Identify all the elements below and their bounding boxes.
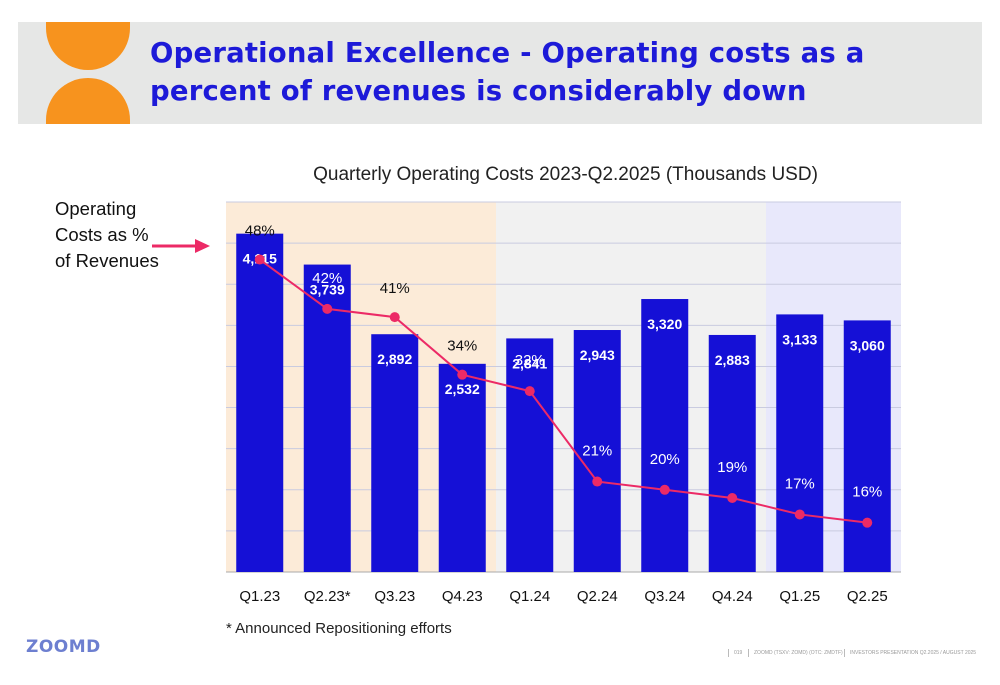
x-tick-label: Q3.23 xyxy=(374,588,415,605)
footnote: * Announced Repositioning efforts xyxy=(226,620,452,637)
percent-label: 17% xyxy=(785,475,815,492)
brand-wordmark: ZOOMD xyxy=(26,637,101,657)
percent-point xyxy=(457,369,468,380)
bar-value-label: 3,739 xyxy=(310,282,345,298)
percent-point xyxy=(727,493,738,503)
percent-label: 19% xyxy=(717,459,747,476)
percent-point xyxy=(389,312,400,323)
page-title: Operational Excellence - Operating costs… xyxy=(150,37,865,107)
bar xyxy=(303,264,351,572)
header-banner xyxy=(18,22,982,124)
percent-label: 16% xyxy=(852,484,882,501)
bar xyxy=(641,299,689,572)
percent-point xyxy=(592,476,603,487)
percent-label: 34% xyxy=(447,338,477,355)
bar xyxy=(506,338,554,572)
x-tick-label: Q3.24 xyxy=(644,588,685,605)
percent-label: 48% xyxy=(245,223,275,240)
footer-ticker: ZOOMD (TSXV: ZOMD) (OTC: ZMDTF) xyxy=(754,650,843,656)
bar xyxy=(776,314,824,572)
bar xyxy=(438,363,486,572)
chart-title: Quarterly Operating Costs 2023-Q2.2025 (… xyxy=(313,164,818,185)
arrow-head xyxy=(195,239,210,253)
x-tick-label: Q2.25 xyxy=(847,588,888,605)
percent-line xyxy=(259,258,868,524)
x-tick-label: Q4.23 xyxy=(442,588,483,605)
percent-point xyxy=(254,254,265,265)
percent-label: 41% xyxy=(380,280,410,297)
x-tick-label: Q1.23 xyxy=(239,588,280,605)
logo-bottom-half xyxy=(46,78,130,124)
percent-point xyxy=(794,509,805,520)
x-tick-label: Q4.24 xyxy=(712,588,753,605)
percent-label: 32% xyxy=(515,352,545,369)
x-tick-label: Q2.24 xyxy=(577,588,618,605)
logo-top-half xyxy=(46,22,130,70)
percent-point xyxy=(862,517,873,528)
footer-separator xyxy=(728,649,729,657)
x-tick-label: Q1.25 xyxy=(779,588,820,605)
bar-value-label: 2,943 xyxy=(580,347,615,363)
bar xyxy=(371,334,419,572)
bar xyxy=(843,320,891,572)
footer-presentation: INVESTORS PRESENTATION Q2.2025 / AUGUST … xyxy=(850,650,977,656)
bar-value-label: 2,532 xyxy=(445,381,480,397)
percent-point xyxy=(322,303,333,314)
x-tick-label: Q1.24 xyxy=(509,588,550,605)
bar xyxy=(573,330,621,572)
percent-label: 21% xyxy=(582,443,612,460)
bar-value-label: 2,892 xyxy=(377,351,412,367)
bar-value-label: 3,320 xyxy=(647,316,682,332)
bar-value-label: 2,841 xyxy=(512,355,547,371)
footer-page-number: 019 xyxy=(734,650,743,656)
x-tick-label: Q2.23* xyxy=(304,588,351,605)
percent-point xyxy=(659,484,670,495)
percent-point xyxy=(524,386,535,397)
bar-value-label: 3,133 xyxy=(782,331,817,347)
percent-label: 20% xyxy=(650,451,680,468)
line-series-label: Operating Costs as % of Revenues xyxy=(55,198,159,271)
bar xyxy=(708,334,756,572)
percent-label: 42% xyxy=(312,270,342,287)
brand-logo-shape xyxy=(46,22,130,124)
footer-separator xyxy=(844,649,845,657)
bar-value-label: 3,060 xyxy=(850,337,885,353)
bar-value-label: 2,883 xyxy=(715,352,750,368)
bar xyxy=(236,233,284,572)
footer-separator xyxy=(748,649,749,657)
